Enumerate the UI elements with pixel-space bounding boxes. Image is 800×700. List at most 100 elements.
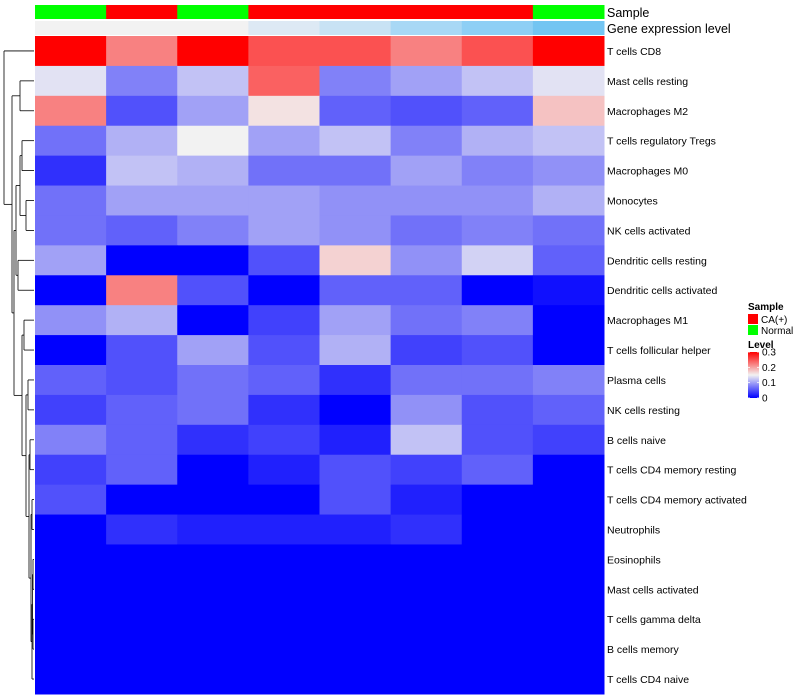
- heatmap-cell: [461, 394, 534, 426]
- heatmap-cell: [248, 484, 320, 516]
- heatmap-cell: [461, 514, 534, 545]
- heatmap-cell: [177, 65, 249, 97]
- heatmap-cell: [532, 544, 605, 575]
- heatmap-cell: [532, 454, 605, 486]
- annotation-cell: [35, 21, 107, 35]
- row-label: NK cells resting: [607, 405, 680, 417]
- heatmap-cell: [106, 185, 178, 216]
- row-label: Macrophages M2: [607, 106, 688, 118]
- heatmap-cell: [35, 245, 107, 276]
- heatmap-cell: [532, 514, 605, 545]
- row-label: T cells CD4 memory activated: [607, 495, 747, 507]
- annotation-cell: [390, 5, 463, 19]
- heatmap-cell: [390, 574, 463, 605]
- heatmap-cell: [177, 185, 249, 216]
- heatmap-cell: [248, 335, 320, 366]
- heatmap-cell: [532, 634, 605, 665]
- heatmap-cell: [248, 215, 320, 246]
- heatmap-cell: [106, 65, 178, 97]
- row-label: T cells regulatory Tregs: [607, 136, 716, 148]
- heatmap-cells: [35, 36, 605, 695]
- heatmap-cell: [177, 514, 249, 545]
- heatmap-cell: [177, 245, 249, 276]
- heatmap-cell: [390, 36, 463, 67]
- row-label: Dendritic cells activated: [607, 285, 717, 297]
- heatmap-cell: [248, 95, 320, 127]
- heatmap-cell: [390, 65, 463, 97]
- heatmap-cell: [106, 664, 178, 695]
- heatmap-cell: [390, 424, 463, 456]
- heatmap-cell: [177, 544, 249, 575]
- heatmap-cell: [461, 604, 534, 635]
- heatmap-cell: [177, 664, 249, 695]
- heatmap-cell: [35, 185, 107, 216]
- heatmap-cell: [35, 634, 107, 665]
- heatmap-cell: [106, 155, 178, 187]
- heatmap-cell: [106, 454, 178, 486]
- heatmap-cell: [177, 335, 249, 366]
- heatmap-cell: [390, 484, 463, 516]
- annotation-label: Gene expression level: [607, 22, 731, 36]
- row-label: Macrophages M1: [607, 315, 688, 327]
- heatmap-cell: [532, 155, 605, 187]
- row-label: Neutrophils: [607, 525, 660, 537]
- heatmap-cell: [177, 36, 249, 67]
- heatmap-cell: [248, 365, 320, 396]
- heatmap-cell: [319, 65, 392, 97]
- row-label: Monocytes: [607, 196, 658, 208]
- heatmap-cell: [461, 125, 534, 157]
- row-label: Plasma cells: [607, 375, 666, 387]
- column-annotations: Sample Gene expression level: [35, 5, 731, 36]
- heatmap-cell: [461, 335, 534, 366]
- legend-tick-label: 0: [762, 394, 768, 405]
- heatmap-cell: [532, 305, 605, 336]
- heatmap-cell: [390, 365, 463, 396]
- heatmap-cell: [106, 544, 178, 575]
- heatmap-cell: [532, 65, 605, 97]
- heatmap-cell: [106, 394, 178, 426]
- heatmap-cell: [106, 305, 178, 336]
- heatmap-cell: [106, 125, 178, 157]
- heatmap-cell: [461, 305, 534, 336]
- heatmap-cell: [106, 634, 178, 665]
- legend-title-level: Level: [748, 340, 774, 351]
- heatmap-cell: [248, 125, 320, 157]
- heatmap-cell: [532, 125, 605, 157]
- heatmap-cell: [106, 215, 178, 246]
- heatmap-cell: [532, 245, 605, 276]
- heatmap-cell: [35, 574, 107, 605]
- heatmap-cell: [35, 95, 107, 127]
- heatmap-cell: [177, 95, 249, 127]
- heatmap-cell: [248, 424, 320, 456]
- heatmap-cell: [319, 544, 392, 575]
- heatmap-cell: [35, 335, 107, 366]
- heatmap-cell: [461, 275, 534, 306]
- heatmap-cell: [532, 365, 605, 396]
- heatmap-cell: [319, 394, 392, 426]
- legend-swatch: [748, 325, 758, 335]
- heatmap-cell: [177, 215, 249, 246]
- annotation-cell: [248, 5, 320, 19]
- annotation-cell: [319, 21, 392, 35]
- heatmap-cell: [319, 125, 392, 157]
- legend-tick-label: 0.2: [762, 363, 776, 374]
- heatmap-cell: [177, 424, 249, 456]
- annotation-cell: [106, 21, 178, 35]
- heatmap-cell: [35, 65, 107, 97]
- heatmap-cell: [390, 245, 463, 276]
- row-label: T cells CD8: [607, 46, 661, 58]
- legend-entry-label: CA(+): [761, 315, 787, 326]
- heatmap-cell: [177, 634, 249, 665]
- heatmap-cell: [177, 275, 249, 306]
- heatmap-cell: [532, 484, 605, 516]
- row-label: T cells CD4 memory resting: [607, 465, 736, 477]
- heatmap-cell: [248, 65, 320, 97]
- heatmap-cell: [106, 365, 178, 396]
- heatmap-cell: [177, 484, 249, 516]
- heatmap-cell: [177, 604, 249, 635]
- heatmap-cell: [106, 245, 178, 276]
- heatmap-cell: [35, 514, 107, 545]
- heatmap-cell: [532, 185, 605, 216]
- heatmap-cell: [532, 275, 605, 306]
